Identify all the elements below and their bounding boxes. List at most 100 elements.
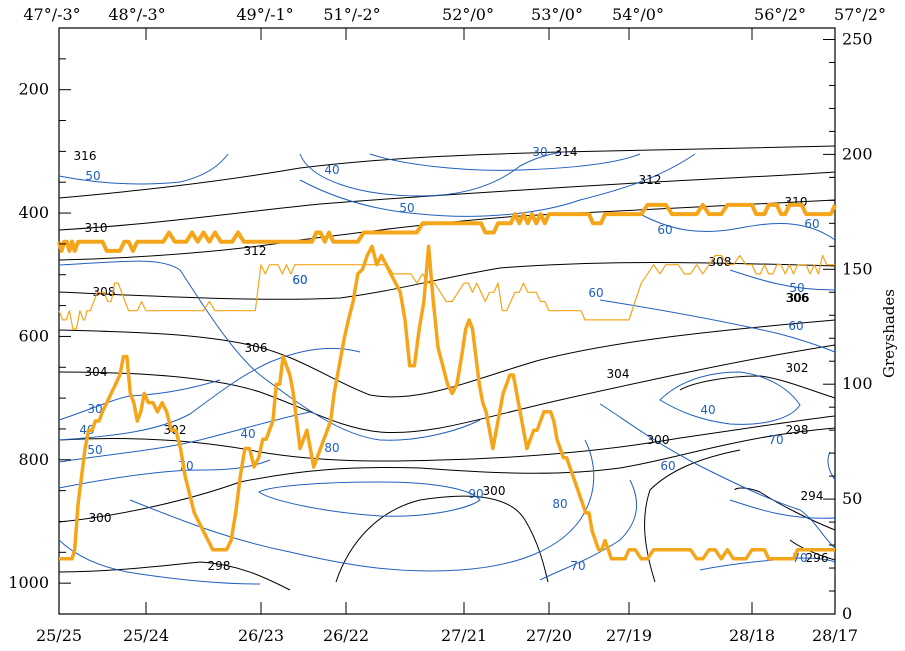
y-tick-label: 200 <box>18 80 49 99</box>
humidity-contour <box>258 481 481 517</box>
y-tick-label: 800 <box>18 450 49 469</box>
temperature-contour <box>58 344 836 434</box>
temperature-label: 306 <box>245 341 268 355</box>
humidity-label: 60 <box>804 217 819 231</box>
temperature-contour <box>58 319 836 398</box>
x-tick-label: 25/24 <box>123 626 169 645</box>
humidity-contour <box>58 539 261 585</box>
temperature-contour <box>58 561 291 591</box>
temperature-label: 310 <box>85 221 108 235</box>
temperature-label: 316 <box>74 149 97 163</box>
y2-tick-label: 0 <box>842 604 852 623</box>
temperature-label: 312 <box>639 173 662 187</box>
humidity-label: 60 <box>657 223 672 237</box>
temperature-label: 312 <box>244 244 267 258</box>
temperature-contour <box>58 145 836 199</box>
y2-tick-label: 250 <box>842 29 873 48</box>
x-tick-label: 25/25 <box>36 626 82 645</box>
y-tick-label: 600 <box>18 326 49 345</box>
humidity-label: 60 <box>292 273 307 287</box>
humidity-label: 50 <box>85 169 100 183</box>
temperature-contour <box>644 449 741 583</box>
temperature-label: 306 <box>787 291 810 305</box>
humidity-contour <box>299 153 696 217</box>
top-tick-label: 47°/-3° <box>23 5 80 24</box>
temperature-label: 304 <box>607 367 630 381</box>
x-tick-label: 26/23 <box>238 626 284 645</box>
x-tick-label: 27/21 <box>441 626 487 645</box>
temperature-label: 294 <box>801 489 824 503</box>
x-tick-label: 28/17 <box>812 626 858 645</box>
temperature-label: 296 <box>806 551 829 565</box>
humidity-label: 40 <box>324 163 339 177</box>
temperature-label: 306 <box>786 291 809 305</box>
humidity-label: 50 <box>87 443 102 457</box>
temperature-contour <box>58 415 836 462</box>
humidity-contour <box>729 269 836 291</box>
humidity-label: 50 <box>789 281 804 295</box>
humidity-label: 60 <box>660 459 675 473</box>
temperature-contour <box>58 427 836 523</box>
top-tick-label: 57°/2° <box>834 5 886 24</box>
temperature-label: 298 <box>208 559 231 573</box>
greyshade-series-line <box>57 202 837 253</box>
humidity-label: 80 <box>552 497 567 511</box>
top-tick-label: 51°/-2° <box>323 5 380 24</box>
humidity-contour <box>58 153 229 185</box>
humidity-contour <box>539 479 638 581</box>
temperature-contour <box>734 487 836 531</box>
humidity-contour <box>729 499 836 519</box>
top-tick-label: 52°/0° <box>442 5 494 24</box>
humidity-label: 40 <box>240 427 255 441</box>
x-tick-label: 27/19 <box>606 626 652 645</box>
y2-tick-label: 100 <box>842 374 873 393</box>
temperature-contour <box>679 375 836 399</box>
temperature-contour <box>58 171 836 231</box>
temperature-label: 300 <box>89 511 112 525</box>
humidity-contour <box>58 347 361 441</box>
greyshade-series-line <box>59 244 835 561</box>
humidity-label: 40 <box>700 403 715 417</box>
greyshade-series-line <box>58 254 835 330</box>
temperature-label: 300 <box>483 484 506 498</box>
humidity-label: 30 <box>87 402 102 416</box>
tick-label-layer: 25/25 25/24 26/23 26/22 27/21 27/20 27/19 28/18… <box>8 5 886 645</box>
right-axis-title: Greyshades <box>880 289 898 378</box>
top-tick-label: 54°/0° <box>612 5 664 24</box>
humidity-contour <box>299 151 567 197</box>
temperature-label: 302 <box>786 361 809 375</box>
temperature-label: 300 <box>647 433 670 447</box>
temperature-contour <box>58 199 836 261</box>
y2-tick-label: 150 <box>842 259 873 278</box>
y2-tick-label: 200 <box>842 144 873 163</box>
humidity-contour <box>58 260 481 441</box>
y-tick-label: 1000 <box>8 573 49 592</box>
humidity-label: 70 <box>570 559 585 573</box>
top-tick-label: 56°/2° <box>754 5 806 24</box>
x-tick-label: 26/22 <box>323 626 369 645</box>
y2-tick-label: 50 <box>842 489 862 508</box>
humidity-contour <box>827 451 836 481</box>
humidity-contour <box>599 299 836 353</box>
contour-layer <box>58 145 836 591</box>
temperature-label: 314 <box>555 145 578 159</box>
humidity-label: 70 <box>768 433 783 447</box>
humidity-label: 90 <box>468 487 483 501</box>
humidity-label: 30 <box>532 145 547 159</box>
tick-layer <box>58 28 836 615</box>
plot-frame <box>58 27 836 615</box>
temperature-contour <box>335 495 549 583</box>
humidity-contour <box>699 557 836 571</box>
x-tick-label: 28/18 <box>729 626 775 645</box>
top-tick-label: 53°/0° <box>531 5 583 24</box>
humidity-contour <box>369 153 641 171</box>
humidity-contour <box>129 439 595 572</box>
humidity-contour <box>58 411 311 463</box>
top-tick-label: 49°/-1° <box>236 5 293 24</box>
top-tick-label: 48°/-3° <box>108 5 165 24</box>
temperature-label: 304 <box>85 365 108 379</box>
humidity-contour <box>58 459 271 489</box>
humidity-label: 80 <box>324 441 339 455</box>
